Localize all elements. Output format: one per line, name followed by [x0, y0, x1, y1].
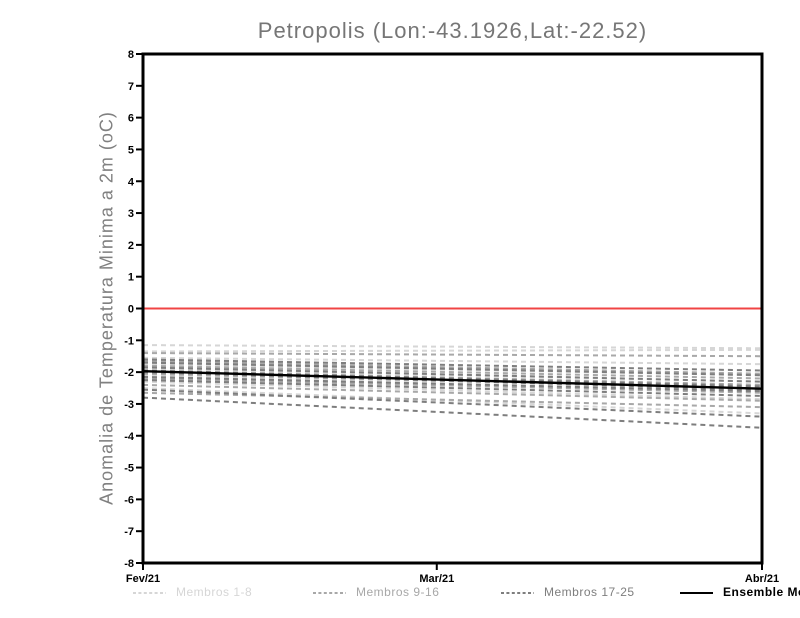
member-line-group-1: [142, 356, 763, 366]
legend-item-membros-17-25: Membros 17-25: [501, 584, 635, 600]
member-line-group-3: [142, 366, 763, 383]
legend-label: Ensemble Mean: [723, 585, 800, 599]
y-tick-label: 6: [128, 113, 134, 125]
y-tick-label: 8: [128, 49, 134, 61]
member-line-group-2: [142, 359, 763, 375]
x-tick-label: Mar/21: [419, 573, 454, 585]
solid-line-swatch: [680, 583, 713, 601]
y-tick-label: -1: [124, 335, 134, 347]
y-tick-label: -3: [124, 399, 134, 411]
y-tick-label: -4: [124, 431, 135, 443]
x-tick-label: Abr/21: [745, 573, 779, 585]
member-line-group-3: [142, 396, 763, 429]
member-line-group-3: [142, 379, 763, 397]
x-tick-label: Fev/21: [126, 573, 160, 585]
y-tick-label: -6: [124, 494, 134, 506]
member-line-group-2: [142, 391, 763, 409]
y-tick-label: -2: [124, 367, 134, 379]
y-tick-label: 5: [128, 144, 134, 156]
y-tick-label: 4: [128, 176, 135, 188]
dashed-line-swatch: [501, 583, 534, 601]
member-line-group-2: [142, 377, 763, 394]
member-line-group-2: [142, 352, 763, 358]
member-line-group-3: [142, 375, 763, 393]
y-tick-label: 0: [128, 304, 134, 316]
member-line-group-3: [142, 358, 763, 372]
member-line-group-1: [142, 348, 763, 353]
legend-item-membros-9-16: Membros 9-16: [313, 584, 439, 600]
legend-item-ensemble-mean: Ensemble Mean: [680, 584, 800, 600]
ensemble-mean-line: [142, 369, 763, 390]
dashed-line-swatch: [313, 583, 346, 601]
y-tick-label: 2: [128, 240, 134, 252]
chart-title: Petropolis (Lon:-43.1926,Lat:-22.52): [257, 18, 648, 43]
legend-label: Membros 17-25: [544, 585, 635, 599]
member-line-group-3: [142, 361, 763, 377]
y-tick-label: -7: [124, 526, 134, 538]
member-line-group-2: [142, 383, 763, 402]
member-line-group-3: [142, 388, 763, 418]
plot-frame: [141, 52, 764, 565]
member-line-group-1: [142, 380, 763, 401]
y-tick-label: -5: [124, 463, 134, 475]
legend-item-membros-1-8: Membros 1-8: [133, 584, 252, 600]
member-line-group-2: [142, 364, 763, 380]
y-tick-label: 3: [128, 208, 134, 220]
dashed-line-swatch: [133, 583, 166, 601]
y-tick-label: 7: [128, 81, 134, 93]
y-tick-label: 1: [128, 272, 134, 284]
legend-label: Membros 1-8: [176, 585, 253, 599]
y-tick-label: -8: [124, 558, 134, 570]
legend-label: Membros 9-16: [356, 585, 440, 599]
legend: Membros 1-8 Membros 9-16 Membros 17-25 E…: [0, 584, 800, 604]
member-line-group-1: [142, 344, 763, 350]
